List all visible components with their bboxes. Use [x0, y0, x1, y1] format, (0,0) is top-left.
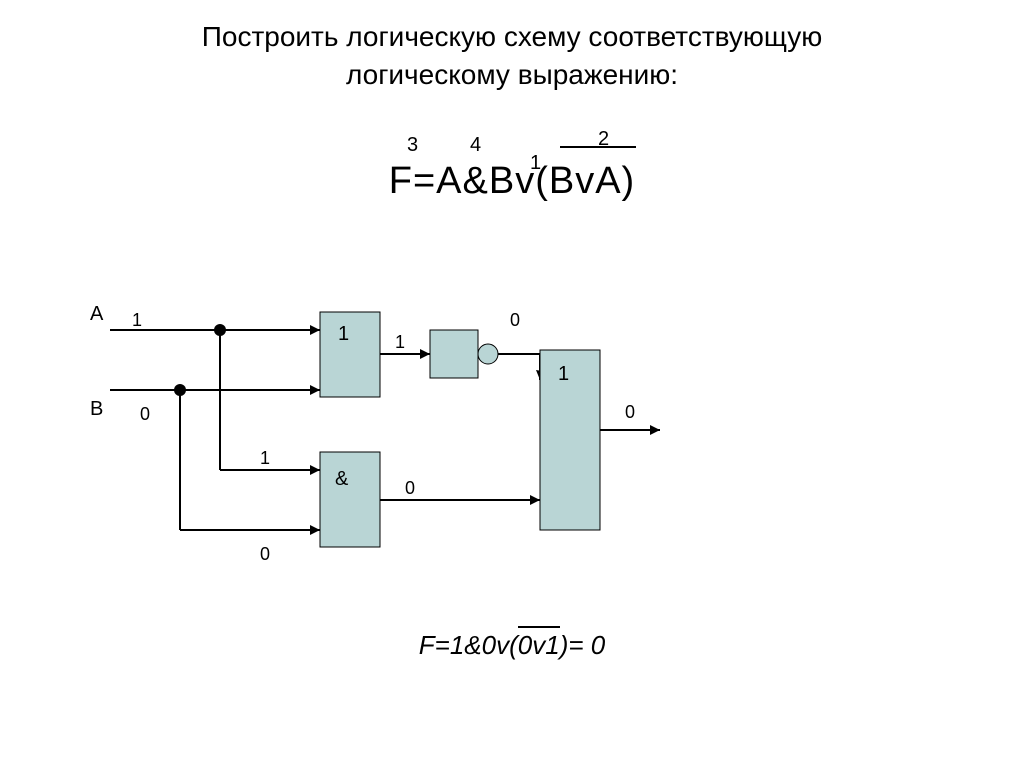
val-b: 0: [140, 404, 150, 424]
final-gate-label: 1: [558, 363, 569, 385]
arrow-and-b: [310, 525, 320, 535]
arrow-output: [650, 425, 660, 435]
arrow-not-in: [420, 349, 430, 359]
not-out-label: 0: [510, 310, 520, 330]
and-gate: [320, 452, 380, 547]
final-out-label: 0: [625, 402, 635, 422]
circuit-diagram: 1 & 1 A B 1 0 1 0 1 0 0 0: [0, 0, 1024, 768]
and-gate-label: &: [335, 468, 349, 490]
stage: Построить логическую схему соответствующ…: [0, 0, 1024, 768]
not-gate: [430, 330, 478, 378]
arrow-final-bot: [530, 495, 540, 505]
and-in-top-label: 1: [260, 448, 270, 468]
or-gate-label: 1: [338, 323, 349, 345]
val-a: 1: [132, 310, 142, 330]
not-bubble: [478, 344, 498, 364]
final-gate: [540, 350, 600, 530]
label-b: B: [90, 398, 103, 420]
and-in-bot-label: 0: [260, 544, 270, 564]
label-a: A: [90, 303, 104, 325]
arrow-or-a: [310, 325, 320, 335]
arrow-or-b: [310, 385, 320, 395]
and-out-label: 0: [405, 478, 415, 498]
or-out-label: 1: [395, 332, 405, 352]
arrow-and-a: [310, 465, 320, 475]
or-gate: [320, 312, 380, 397]
